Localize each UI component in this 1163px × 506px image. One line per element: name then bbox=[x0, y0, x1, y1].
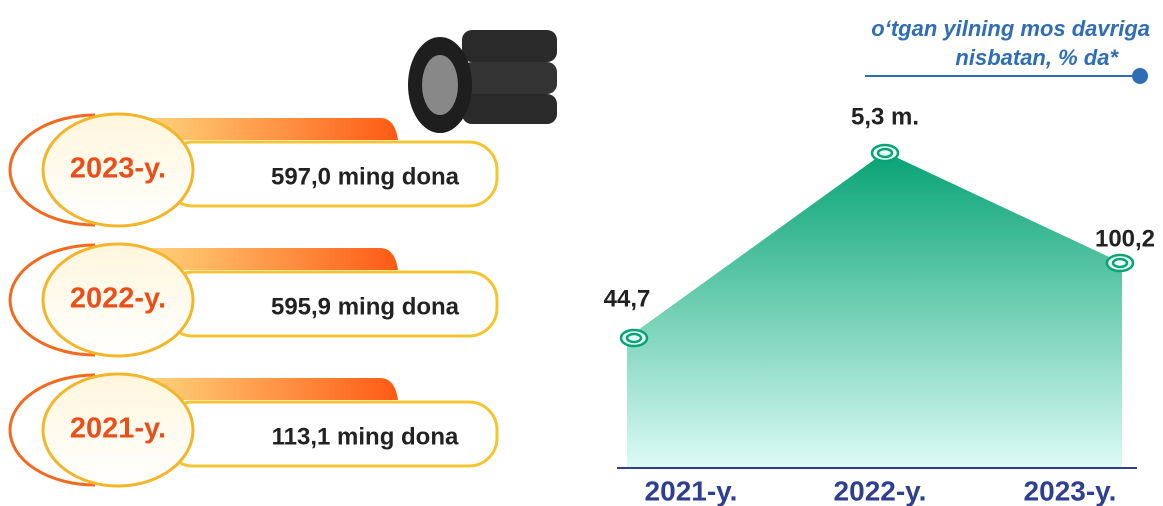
production-row: 2021-y. 113,1 ming dona bbox=[10, 374, 497, 486]
tab bbox=[150, 118, 398, 140]
year-label: 2023-y. bbox=[70, 153, 166, 185]
tires bbox=[408, 30, 557, 133]
subtitle-line: nisbatan, % da* bbox=[955, 45, 1119, 70]
infographic: 2023-y. 597,0 ming dona 2022-y. 595,9 ming … bbox=[0, 0, 1163, 506]
point-label: 100,2 bbox=[1095, 225, 1155, 252]
amount-label: 113,1 ming dona bbox=[272, 423, 459, 450]
area bbox=[627, 152, 1122, 468]
year-label: 2021-y. bbox=[70, 413, 166, 445]
category-label: 2023-y. bbox=[1024, 475, 1117, 506]
subtitle: o‘tgan yilning mos davriga nisbatan, % d… bbox=[865, 16, 1150, 84]
amount-label: 597,0 ming dona bbox=[271, 163, 460, 190]
production-rows: 2023-y. 597,0 ming dona 2022-y. 595,9 ming … bbox=[10, 114, 497, 486]
tab bbox=[150, 248, 398, 270]
category-label: 2022-y. bbox=[834, 475, 927, 506]
subtitle-dot bbox=[1132, 68, 1148, 84]
production-row: 2022-y. 595,9 ming dona bbox=[10, 244, 497, 356]
production-row: 2023-y. 597,0 ming dona bbox=[10, 114, 497, 226]
subtitle-line: o‘tgan yilning mos davriga bbox=[871, 16, 1150, 41]
category-label: 2021-y. bbox=[645, 475, 738, 506]
amount-label: 595,9 ming dona bbox=[271, 293, 460, 320]
point-label: 5,3 m. bbox=[851, 103, 919, 130]
growth-chart: 44,7 5,3 m. 100,2 2021-y. 2022-y. 2023-y… bbox=[604, 103, 1155, 506]
point-label: 44,7 bbox=[604, 285, 651, 312]
tab bbox=[150, 378, 398, 400]
year-label: 2022-y. bbox=[70, 283, 166, 315]
